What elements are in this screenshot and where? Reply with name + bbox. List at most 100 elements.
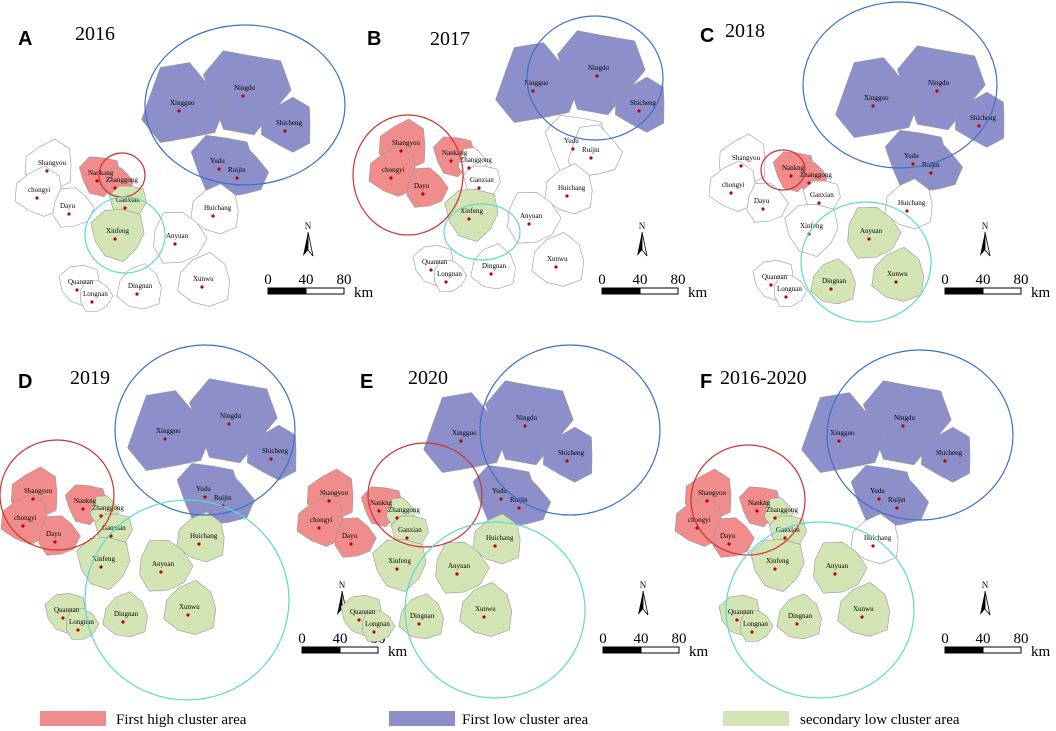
place-label: Ganxian <box>398 526 422 534</box>
scale-bar-dark <box>944 287 984 295</box>
place-label: Anyuan <box>152 560 175 568</box>
county-seat <box>269 457 273 461</box>
scale-label: 80 <box>672 631 687 647</box>
county-seat <box>35 196 39 200</box>
county <box>495 474 551 528</box>
north-label: N <box>982 221 989 231</box>
county-seat <box>482 615 486 619</box>
panel-letter: B <box>367 28 381 50</box>
county-seat <box>807 181 811 185</box>
scale-unit: km <box>1031 644 1051 660</box>
north-arrow <box>642 590 649 616</box>
north-label: N <box>982 580 989 590</box>
north-arrow <box>638 591 643 615</box>
county <box>398 593 444 640</box>
cluster-ring <box>802 1 998 169</box>
county-seat <box>75 288 79 292</box>
county-seat <box>197 542 201 546</box>
county <box>261 96 311 153</box>
county-seat <box>377 509 381 513</box>
county-seat <box>449 159 453 163</box>
county-seat <box>773 516 777 520</box>
place-label: Nankng <box>782 164 805 172</box>
county <box>368 145 416 197</box>
scale-label: 0 <box>941 631 949 647</box>
county <box>531 232 585 287</box>
county-seat <box>531 89 535 93</box>
place-label: Shangyou <box>320 489 349 497</box>
county-seat <box>489 272 493 276</box>
county <box>127 390 212 471</box>
map-panel: NingduXingguoShichengYuduRuijinShangyouN… <box>296 344 661 699</box>
north-arrow <box>984 231 991 257</box>
county-seat <box>211 214 215 218</box>
county <box>444 188 499 242</box>
county <box>847 206 902 259</box>
county-seat <box>203 495 207 499</box>
map-panel: NingduXingguoShichengYuduRuijinShangyouN… <box>708 1 1005 323</box>
county <box>837 582 891 637</box>
place-label: Ganxian <box>776 526 800 534</box>
county <box>176 511 225 563</box>
county-seat <box>421 192 425 196</box>
county-seat <box>109 534 113 538</box>
place-label: Anyuan <box>448 562 471 570</box>
county-seat <box>123 206 127 210</box>
place-label: Xingguo <box>524 79 549 87</box>
county-seat <box>527 222 531 226</box>
place-label: Shangyou <box>698 489 727 497</box>
county-seat <box>217 167 221 171</box>
county-seat <box>121 620 125 624</box>
place-label: Nankng <box>748 499 771 507</box>
scale-label: 40 <box>976 272 991 288</box>
north-arrow <box>980 232 985 256</box>
county <box>739 610 774 642</box>
scale-unit: km <box>1031 285 1051 301</box>
county <box>884 178 933 230</box>
scale-label: 0 <box>599 631 607 647</box>
place-label: Shicheng <box>276 119 303 127</box>
place-label: Longnan <box>83 290 108 298</box>
north-label: N <box>339 580 346 590</box>
place-label: Yudu <box>870 487 885 495</box>
county-seat <box>372 630 376 634</box>
scale-label: 40 <box>633 272 648 288</box>
county-seat <box>493 544 497 548</box>
county <box>712 517 755 558</box>
county-seat <box>837 439 841 443</box>
county-seat <box>357 618 361 622</box>
scale-label: 40 <box>299 272 314 288</box>
county <box>708 160 756 212</box>
place-label: Ganxian <box>810 191 834 199</box>
county <box>0 493 48 545</box>
place-label: Shangyou <box>392 139 421 147</box>
place-label: Longnan <box>437 270 462 278</box>
scale-label: 80 <box>1014 272 1029 288</box>
north-label: N <box>639 221 646 231</box>
county <box>296 495 344 547</box>
county-seat <box>750 630 754 634</box>
county <box>871 247 925 302</box>
scale-bar-dark <box>301 646 341 654</box>
county-seat <box>241 94 245 98</box>
place-label: Ningdu <box>894 414 916 422</box>
place-label: Zhanggong <box>106 176 138 184</box>
county-seat <box>871 104 875 108</box>
county-seat <box>61 616 65 620</box>
county-seat <box>53 540 57 544</box>
place-label: chongyi <box>688 516 711 524</box>
panel-title: 2016 <box>75 23 115 45</box>
place-label: Dayu <box>754 197 770 205</box>
county <box>433 260 468 292</box>
place-label: Yudu <box>492 487 507 495</box>
place-label: Dingnan <box>822 277 847 285</box>
county <box>153 211 208 264</box>
cluster-ring <box>526 15 664 141</box>
county <box>14 165 62 217</box>
county-seat <box>467 166 471 170</box>
county <box>921 426 971 483</box>
county <box>746 182 789 223</box>
place-label: Xunwu <box>853 605 874 613</box>
place-label: Huichang <box>558 184 586 192</box>
county-seat <box>389 176 393 180</box>
